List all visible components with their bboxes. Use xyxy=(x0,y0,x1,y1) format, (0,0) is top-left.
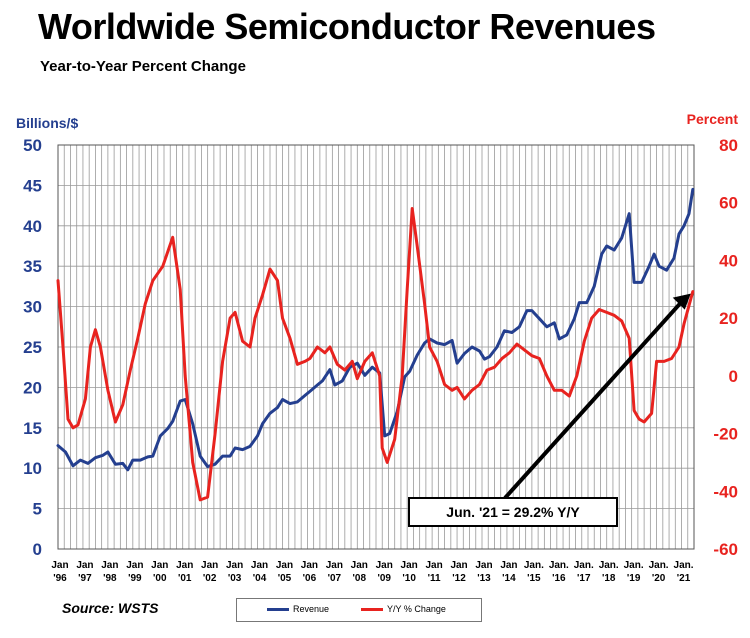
left-axis-tick-label: 50 xyxy=(23,136,42,155)
x-axis-tick-month: Jan xyxy=(51,560,68,571)
x-axis-tick-year: '03 xyxy=(228,573,242,584)
right-axis-tick-label: -60 xyxy=(713,540,738,559)
left-axis-tick-label: 5 xyxy=(33,500,42,519)
x-axis-tick-year: '04 xyxy=(253,573,267,584)
legend-swatch-yoy xyxy=(361,607,383,611)
x-axis-tick-month: Jan xyxy=(226,560,243,571)
left-axis-tick-label: 20 xyxy=(23,378,42,397)
legend-swatch-revenue xyxy=(267,607,289,611)
x-axis-tick-year: '15 xyxy=(527,573,541,584)
left-axis-tick-label: 45 xyxy=(23,176,42,195)
x-axis-tick-month: Jan xyxy=(500,560,517,571)
x-axis-tick-year: '97 xyxy=(78,573,92,584)
x-axis-tick-month: Jan xyxy=(301,560,318,571)
x-axis-tick-month: Jan xyxy=(151,560,168,571)
x-axis-tick-month: Jan xyxy=(76,560,93,571)
x-axis-tick-year: '14 xyxy=(502,573,516,584)
annotation-text: Jun. '21 = 29.2% Y/Y xyxy=(446,504,580,520)
legend-label-yoy: Y/Y % Change xyxy=(387,604,446,614)
right-axis-tick-label: 80 xyxy=(719,136,738,155)
x-axis-tick-month: Jan xyxy=(376,560,393,571)
x-axis-tick-year: '00 xyxy=(153,573,167,584)
left-axis-tick-label: 30 xyxy=(23,298,42,317)
source-note: Source: WSTS xyxy=(62,600,159,616)
x-axis-tick-month: Jan. xyxy=(549,560,569,571)
x-axis-tick-month: Jan xyxy=(450,560,467,571)
right-axis-tick-label: 0 xyxy=(729,367,738,386)
x-axis-tick-year: '02 xyxy=(203,573,217,584)
x-axis-tick-month: Jan xyxy=(401,560,418,571)
x-axis-tick-year: '12 xyxy=(452,573,466,584)
legend-item-revenue: Revenue xyxy=(267,604,329,614)
x-axis-tick-month: Jan. xyxy=(674,560,694,571)
x-axis-tick-year: '13 xyxy=(477,573,491,584)
x-axis-tick-year: '11 xyxy=(428,573,441,584)
right-axis-tick-label: -20 xyxy=(713,425,738,444)
legend-item-yoy: Y/Y % Change xyxy=(361,604,446,614)
chart-subtitle: Year-to-Year Percent Change xyxy=(40,58,246,75)
x-axis-tick-month: Jan. xyxy=(524,560,544,571)
x-axis-tick-month: Jan xyxy=(326,560,343,571)
x-axis-tick-year: '10 xyxy=(402,573,416,584)
right-axis-tick-label: 60 xyxy=(719,194,738,213)
x-axis-tick-year: '17 xyxy=(577,573,591,584)
left-axis-title: Billions/$ xyxy=(16,115,78,131)
x-axis-tick-month: Jan xyxy=(201,560,218,571)
x-axis-tick-month: Jan xyxy=(101,560,118,571)
x-axis-tick-month: Jan. xyxy=(649,560,669,571)
left-axis-tick-label: 40 xyxy=(23,217,42,236)
left-axis-tick-label: 35 xyxy=(23,257,42,276)
right-axis-tick-label: 20 xyxy=(719,309,738,328)
chart-title: Worldwide Semiconductor Revenues xyxy=(38,6,656,47)
x-axis-tick-year: '20 xyxy=(652,573,666,584)
x-axis-tick-month: Jan xyxy=(251,560,268,571)
x-axis-tick-month: Jan xyxy=(351,560,368,571)
left-axis-tick-label: 0 xyxy=(33,540,42,559)
annotation-arrow-shaft xyxy=(503,299,685,500)
x-axis-tick-year: '98 xyxy=(103,573,117,584)
x-axis-tick-month: Jan xyxy=(475,560,492,571)
left-axis-tick-label: 15 xyxy=(23,419,42,438)
legend-label-revenue: Revenue xyxy=(293,604,330,614)
x-axis-tick-month: Jan xyxy=(426,560,443,571)
x-axis-tick-month: Jan xyxy=(176,560,193,571)
x-axis-tick-month: Jan. xyxy=(599,560,619,571)
revenue-line xyxy=(56,187,695,472)
chart-legend: Revenue Y/Y % Change xyxy=(236,598,482,622)
x-axis-tick-month: Jan xyxy=(276,560,293,571)
x-axis-tick-year: '19 xyxy=(627,573,641,584)
x-axis-tick-year: '01 xyxy=(178,573,192,584)
x-axis-tick-year: '05 xyxy=(278,573,292,584)
x-axis-tick-month: Jan. xyxy=(574,560,594,571)
x-axis-tick-month: Jan. xyxy=(624,560,644,571)
right-axis-tick-label: -40 xyxy=(713,482,738,501)
x-axis-tick-year: '07 xyxy=(328,573,342,584)
x-axis-tick-year: '21 xyxy=(677,573,691,584)
x-axis-tick-year: '99 xyxy=(128,573,142,584)
right-axis-tick-label: 40 xyxy=(719,251,738,270)
x-axis-tick-year: '08 xyxy=(353,573,367,584)
left-axis-tick-label: 25 xyxy=(23,338,42,357)
x-axis-tick-year: '06 xyxy=(303,573,317,584)
x-axis-tick-month: Jan xyxy=(126,560,143,571)
x-axis-tick-year: '16 xyxy=(552,573,566,584)
left-axis-tick-label: 10 xyxy=(23,459,42,478)
chart-svg: Billions/$ Percent 0 5 10 15 20 25 30 35 40 45 50 -60… xyxy=(16,111,739,584)
plot-border xyxy=(57,144,695,550)
x-axis-tick-year: '96 xyxy=(53,573,67,584)
x-axis-tick-year: '18 xyxy=(602,573,616,584)
yoy-change-line xyxy=(56,207,695,502)
annotation-arrow-head xyxy=(672,293,691,310)
annotation-box xyxy=(408,497,618,527)
right-axis-title: Percent xyxy=(687,111,739,127)
x-axis-tick-year: '09 xyxy=(377,573,391,584)
